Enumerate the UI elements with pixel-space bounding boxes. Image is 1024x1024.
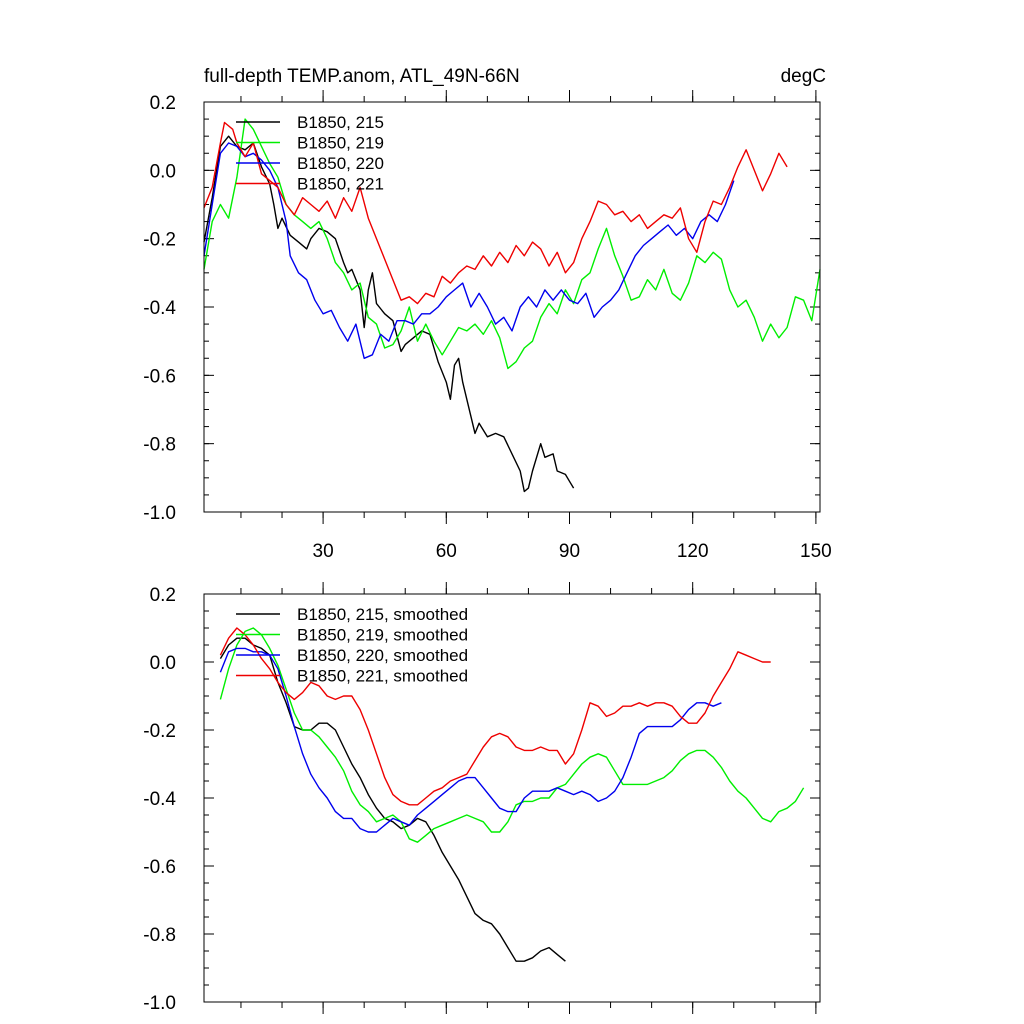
bottom-ytick-label: -1.0 — [143, 993, 176, 1014]
bottom-panel: 0.2 0.0 -0.2 -0.4 -0.6 -0.8 -1.0 B1850, 215, s… — [143, 582, 821, 1014]
top-series-line-220 — [203, 142, 735, 359]
top-legend-label: B1850, 215 — [297, 113, 384, 132]
bottom-legend-label: B1850, 220, smoothed — [297, 646, 468, 665]
bottom-legend-label: B1850, 219, smoothed — [297, 626, 468, 645]
top-xtick-label: 30 — [313, 541, 334, 562]
bottom-panel-frame — [203, 593, 821, 1003]
top-ytick-label: -0.2 — [143, 230, 176, 251]
top-legend-label: B1850, 220 — [297, 154, 384, 173]
top-ytick-label: -0.4 — [143, 298, 176, 319]
top-panel-series — [203, 118, 821, 493]
top-xtick-label: 120 — [677, 541, 709, 562]
bottom-series-line-221 — [219, 627, 771, 806]
bottom-panel-ticks — [204, 582, 820, 1014]
top-series-line-215 — [203, 135, 575, 493]
top-xtick-label: 90 — [559, 541, 580, 562]
bottom-ytick-label: -0.4 — [143, 789, 176, 810]
top-panel-title: full-depth TEMP.anom, ATL_49N-66N — [204, 66, 520, 87]
top-xtick-label: 60 — [436, 541, 457, 562]
bottom-panel-legend: B1850, 215, smoothed B1850, 219, smoothed… — [236, 605, 468, 686]
bottom-ytick-label: 0.0 — [150, 653, 176, 674]
top-panel-units: degC — [781, 66, 826, 87]
bottom-ytick-label: -0.8 — [143, 925, 176, 946]
top-ytick-label: 0.2 — [150, 93, 176, 114]
top-legend-label: B1850, 219 — [297, 134, 384, 153]
bottom-series-line-219 — [219, 627, 805, 843]
top-panel-x-tick-labels: 30 60 90 120 150 — [313, 541, 832, 562]
bottom-ytick-label: 0.2 — [150, 585, 176, 606]
top-series-line-221 — [203, 121, 788, 305]
bottom-legend-label: B1850, 221, smoothed — [297, 667, 468, 686]
top-series-line-219 — [203, 118, 821, 370]
top-panel-frame — [203, 101, 821, 513]
bottom-ytick-label: -0.2 — [143, 721, 176, 742]
top-panel-y-tick-labels: 0.2 0.0 -0.2 -0.4 -0.6 -0.8 -1.0 — [143, 93, 176, 524]
top-ytick-label: -0.8 — [143, 435, 176, 456]
bottom-panel-y-tick-labels: 0.2 0.0 -0.2 -0.4 -0.6 -0.8 -1.0 — [143, 585, 176, 1014]
bottom-ytick-label: -0.6 — [143, 857, 176, 878]
top-panel-ticks — [204, 90, 820, 524]
top-ytick-label: -1.0 — [143, 503, 176, 524]
top-ytick-label: -0.6 — [143, 366, 176, 387]
top-panel: full-depth TEMP.anom, ATL_49N-66N degC 0… — [143, 66, 831, 562]
top-xtick-label: 150 — [800, 541, 832, 562]
top-legend-label: B1850, 221 — [297, 175, 384, 194]
top-ytick-label: 0.0 — [150, 161, 176, 182]
bottom-panel-series — [219, 627, 805, 962]
bottom-legend-label: B1850, 215, smoothed — [297, 605, 468, 624]
bottom-series-line-220 — [219, 647, 722, 833]
